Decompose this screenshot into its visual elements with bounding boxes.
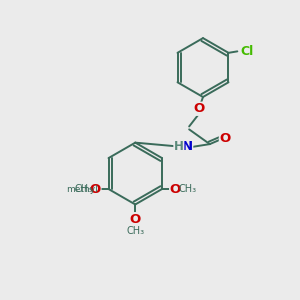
Text: H: H — [174, 140, 184, 153]
Text: O: O — [130, 213, 141, 226]
Text: O: O — [90, 182, 101, 196]
Text: CH₃: CH₃ — [178, 184, 196, 194]
Text: O: O — [220, 132, 231, 145]
Text: CH₃: CH₃ — [126, 226, 144, 236]
Text: N: N — [182, 140, 193, 153]
Text: CH₃: CH₃ — [74, 184, 92, 194]
Text: O: O — [194, 102, 205, 115]
Text: O: O — [170, 182, 181, 196]
Text: Cl: Cl — [240, 45, 254, 58]
Text: methyl: methyl — [66, 185, 98, 194]
